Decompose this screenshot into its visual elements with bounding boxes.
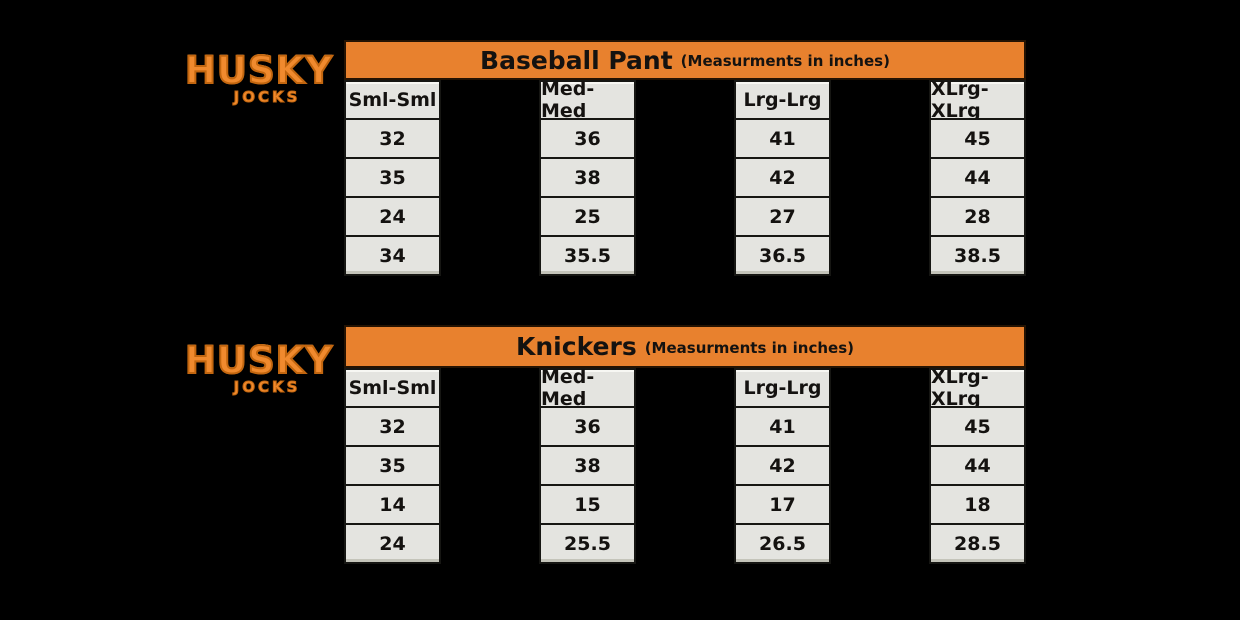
size-value-cell: 36 <box>541 118 634 157</box>
size-column: Sml-Sml 32 35 24 34 <box>344 80 441 276</box>
table-subtitle: (Measurments in inches) <box>680 52 890 70</box>
baseball-pant-size-table: Baseball Pant (Measurments in inches) Sm… <box>344 40 1026 276</box>
table-title: Knickers <box>516 332 637 361</box>
size-column: XLrg-XLrg 45 44 28 38.5 <box>929 78 1026 276</box>
column-header-cell: Sml-Sml <box>346 82 439 118</box>
column-header-cell: XLrg-XLrg <box>931 366 1024 410</box>
size-value-cell: 25.5 <box>541 523 634 562</box>
size-value-cell: 14 <box>346 484 439 523</box>
size-value-cell: 38 <box>541 157 634 196</box>
size-value-cell: 36 <box>541 406 634 445</box>
size-column: Lrg-Lrg 41 42 27 36.5 <box>734 80 831 276</box>
size-grid: Sml-Sml 32 35 24 34 Med-Med 36 38 25 35.5 Lrg-Lrg 4… <box>344 78 1026 276</box>
jocks-tagline: JOCKS <box>233 88 301 106</box>
size-column: Med-Med 36 38 15 25.5 <box>539 366 636 564</box>
size-value-cell: 36.5 <box>736 235 829 274</box>
size-value-cell: 18 <box>931 484 1024 523</box>
table-subtitle: (Measurments in inches) <box>644 338 854 357</box>
size-column: Sml-Sml 32 35 14 24 <box>344 368 441 564</box>
husky-wordmark: HUSKY <box>184 339 334 382</box>
size-grid: Sml-Sml 32 35 14 24 Med-Med 36 38 15 25.5 Lrg-Lrg 4… <box>344 366 1026 564</box>
size-value-cell: 41 <box>736 406 829 445</box>
column-header-cell: Med-Med <box>541 366 634 410</box>
column-header-cell: Lrg-Lrg <box>736 370 829 406</box>
size-value-cell: 42 <box>736 157 829 196</box>
column-header-cell: Med-Med <box>541 78 634 122</box>
size-value-cell: 35.5 <box>541 235 634 274</box>
size-value-cell: 32 <box>346 406 439 445</box>
size-value-cell: 45 <box>931 406 1024 445</box>
size-value-cell: 28.5 <box>931 523 1024 562</box>
size-value-cell: 26.5 <box>736 523 829 562</box>
size-column: XLrg-XLrg 45 44 18 28.5 <box>929 366 1026 564</box>
size-column: Med-Med 36 38 25 35.5 <box>539 78 636 276</box>
size-value-cell: 27 <box>736 196 829 235</box>
size-value-cell: 15 <box>541 484 634 523</box>
column-header-cell: XLrg-XLrg <box>931 78 1024 122</box>
table-title: Baseball Pant <box>480 45 673 75</box>
size-value-cell: 41 <box>736 118 829 157</box>
husky-jocks-logo: HUSKY JOCKS <box>184 49 334 106</box>
size-value-cell: 44 <box>931 157 1024 196</box>
size-value-cell: 38 <box>541 445 634 484</box>
size-value-cell: 34 <box>346 235 439 274</box>
size-value-cell: 42 <box>736 445 829 484</box>
size-column: Lrg-Lrg 41 42 17 26.5 <box>734 368 831 564</box>
size-value-cell: 45 <box>931 118 1024 157</box>
size-value-cell: 24 <box>346 523 439 562</box>
size-value-cell: 17 <box>736 484 829 523</box>
size-value-cell: 44 <box>931 445 1024 484</box>
size-value-cell: 25 <box>541 196 634 235</box>
size-value-cell: 24 <box>346 196 439 235</box>
size-value-cell: 38.5 <box>931 235 1024 274</box>
column-header-cell: Sml-Sml <box>346 370 439 406</box>
knickers-size-table: Knickers (Measurments in inches) Sml-Sml… <box>344 325 1026 564</box>
jocks-tagline: JOCKS <box>233 378 301 396</box>
husky-wordmark: HUSKY <box>184 49 334 92</box>
column-header-cell: Lrg-Lrg <box>736 82 829 118</box>
size-value-cell: 35 <box>346 445 439 484</box>
husky-jocks-logo: HUSKY JOCKS <box>184 339 334 396</box>
table-title-bar: Baseball Pant (Measurments in inches) <box>344 40 1026 80</box>
table-title-bar: Knickers (Measurments in inches) <box>344 325 1026 368</box>
size-value-cell: 28 <box>931 196 1024 235</box>
size-value-cell: 32 <box>346 118 439 157</box>
size-value-cell: 35 <box>346 157 439 196</box>
